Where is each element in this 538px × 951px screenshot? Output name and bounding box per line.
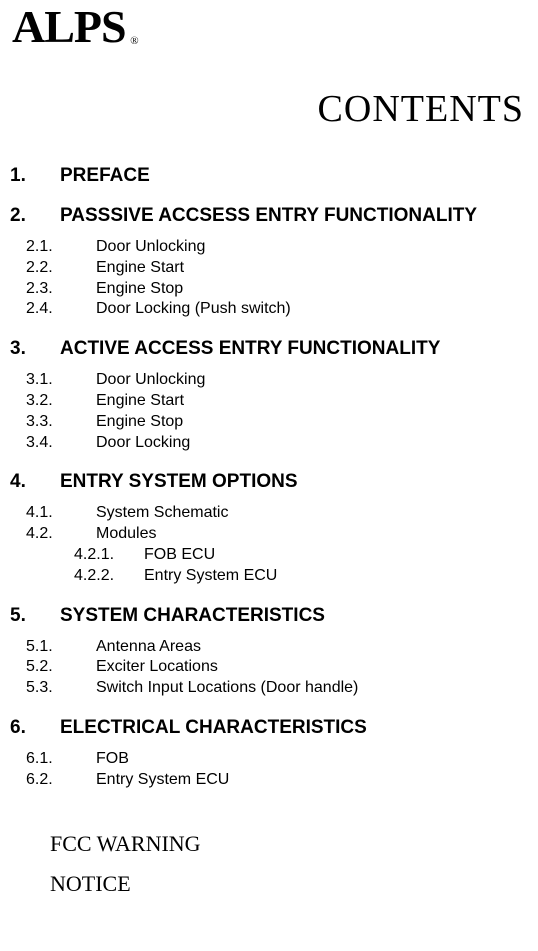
section-number: 6. xyxy=(8,717,60,739)
subsection-list: 6.1.FOB6.2.Entry System ECU xyxy=(8,749,530,791)
section-title: PREFACE xyxy=(60,165,150,187)
subsection-title: Door Locking (Push switch) xyxy=(96,299,291,320)
subsection-item: 5.2.Exciter Locations xyxy=(26,657,530,678)
section-number: 4. xyxy=(8,471,60,493)
subsection-number: 5.2. xyxy=(26,657,96,678)
subsection-item: 3.3.Engine Stop xyxy=(26,412,530,433)
footer-notice: NOTICE xyxy=(50,871,530,897)
subsection-title: Engine Start xyxy=(96,391,184,412)
subsection-item: 2.1.Door Unlocking xyxy=(26,237,530,258)
subsection-item: 6.1.FOB xyxy=(26,749,530,770)
section-heading: 1.PREFACE xyxy=(8,165,530,187)
subsubsection-item: 4.2.2.Entry System ECU xyxy=(74,566,530,587)
subsection-number: 4.1. xyxy=(26,503,96,524)
section-heading: 5.SYSTEM CHARACTERISTICS xyxy=(8,605,530,627)
section-heading: 6.ELECTRICAL CHARACTERISTICS xyxy=(8,717,530,739)
subsection-title: FOB xyxy=(96,749,129,770)
subsection-number: 3.3. xyxy=(26,412,96,433)
subsection-title: Door Unlocking xyxy=(96,237,205,258)
subsection-list: 3.1.Door Unlocking3.2.Engine Start3.3.En… xyxy=(8,370,530,453)
subsection-title: Door Locking xyxy=(96,433,190,454)
subsection-title: Antenna Areas xyxy=(96,637,201,658)
subsection-number: 6.2. xyxy=(26,770,96,791)
subsection-title: Entry System ECU xyxy=(96,770,229,791)
toc-section: 4.ENTRY SYSTEM OPTIONS 4.1.System Schemat… xyxy=(8,471,530,586)
toc-section: 5.SYSTEM CHARACTERISTICS 5.1.Antenna Area… xyxy=(8,605,530,699)
subsection-number: 3.1. xyxy=(26,370,96,391)
subsection-number: 6.1. xyxy=(26,749,96,770)
subsection-number: 2.1. xyxy=(26,237,96,258)
subsection-item: 4.2.Modules xyxy=(26,524,530,545)
subsection-title: System Schematic xyxy=(96,503,228,524)
subsection-item: 5.1.Antenna Areas xyxy=(26,637,530,658)
page-title: CONTENTS xyxy=(8,87,524,131)
section-number: 5. xyxy=(8,605,60,627)
toc-section: 1.PREFACE xyxy=(8,165,530,187)
subsection-title: Engine Start xyxy=(96,258,184,279)
section-title: ACTIVE ACCESS ENTRY FUNCTIONALITY xyxy=(60,338,440,360)
subsection-item: 3.2.Engine Start xyxy=(26,391,530,412)
subsection-number: 3.4. xyxy=(26,433,96,454)
section-heading: 2.PASSSIVE ACCSESS ENTRY FUNCTIONALITY xyxy=(8,205,530,227)
toc-section: 6.ELECTRICAL CHARACTERISTICS6.1.FOB6.2.E… xyxy=(8,717,530,791)
registered-mark: ® xyxy=(130,35,137,47)
section-number: 2. xyxy=(8,205,60,227)
subsection-item: 2.3.Engine Stop xyxy=(26,279,530,300)
subsection-title: Exciter Locations xyxy=(96,657,218,678)
section-title: ELECTRICAL CHARACTERISTICS xyxy=(60,717,367,739)
toc-section: 2.PASSSIVE ACCSESS ENTRY FUNCTIONALITY2.… xyxy=(8,205,530,320)
footer: FCC WARNING NOTICE xyxy=(8,831,530,897)
subsubsection-title: FOB ECU xyxy=(144,545,215,566)
subsection-list: 4.1.System Schematic4.2.Modules4.2.1.FOB… xyxy=(8,503,530,586)
section-number: 3. xyxy=(8,338,60,360)
logo-text: ALPS xyxy=(12,1,126,52)
subsubsection-number: 4.2.1. xyxy=(74,545,144,566)
section-heading: 3.ACTIVE ACCESS ENTRY FUNCTIONALITY xyxy=(8,338,530,360)
subsection-title: Modules xyxy=(96,524,156,545)
subsection-item: 6.2.Entry System ECU xyxy=(26,770,530,791)
subsection-item: 3.4.Door Locking xyxy=(26,433,530,454)
section-heading: 4.ENTRY SYSTEM OPTIONS xyxy=(8,471,530,493)
subsubsection-list: 4.2.1.FOB ECU4.2.2.Entry System ECU xyxy=(26,545,530,587)
subsection-item: 4.1.System Schematic xyxy=(26,503,530,524)
subsection-item: 3.1.Door Unlocking xyxy=(26,370,530,391)
section-title: ENTRY SYSTEM OPTIONS xyxy=(60,471,298,493)
document-page: ALPS® CONTENTS 1.PREFACE2.PASSSIVE ACCSE… xyxy=(0,0,538,951)
subsubsection-item: 4.2.1.FOB ECU xyxy=(74,545,530,566)
section-number: 1. xyxy=(8,165,60,187)
brand-logo: ALPS® xyxy=(12,0,126,53)
toc-section: 3.ACTIVE ACCESS ENTRY FUNCTIONALITY3.1.D… xyxy=(8,338,530,453)
subsection-title: Switch Input Locations (Door handle) xyxy=(96,678,358,699)
subsection-title: Door Unlocking xyxy=(96,370,205,391)
subsection-number: 2.3. xyxy=(26,279,96,300)
subsection-item: 2.4.Door Locking (Push switch) xyxy=(26,299,530,320)
toc-sections: 1.PREFACE2.PASSSIVE ACCSESS ENTRY FUNCTI… xyxy=(8,165,530,791)
section-title: PASSSIVE ACCSESS ENTRY FUNCTIONALITY xyxy=(60,205,477,227)
subsection-number: 5.1. xyxy=(26,637,96,658)
subsection-title: Engine Stop xyxy=(96,279,183,300)
subsection-item: 2.2.Engine Start xyxy=(26,258,530,279)
subsubsection-number: 4.2.2. xyxy=(74,566,144,587)
subsection-title: Engine Stop xyxy=(96,412,183,433)
subsubsection-title: Entry System ECU xyxy=(144,566,277,587)
subsection-number: 3.2. xyxy=(26,391,96,412)
footer-fcc-warning: FCC WARNING xyxy=(50,831,530,857)
subsection-number: 5.3. xyxy=(26,678,96,699)
subsection-list: 5.1.Antenna Areas5.2.Exciter Locations5.… xyxy=(8,637,530,699)
subsection-list: 2.1.Door Unlocking2.2.Engine Start2.3.En… xyxy=(8,237,530,320)
subsection-number: 2.4. xyxy=(26,299,96,320)
subsection-number: 4.2. xyxy=(26,524,96,545)
subsection-number: 2.2. xyxy=(26,258,96,279)
subsection-item: 5.3.Switch Input Locations (Door handle) xyxy=(26,678,530,699)
section-title: SYSTEM CHARACTERISTICS xyxy=(60,605,325,627)
